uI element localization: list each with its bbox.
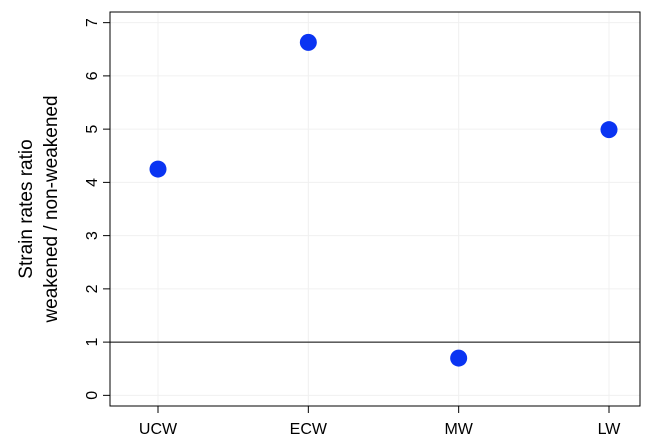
- x-tick-label: LW: [598, 421, 622, 438]
- y-axis-title-line1: Strain rates ratio: [16, 139, 37, 278]
- grid-lines: [110, 12, 640, 406]
- y-axis-title-line2: weakened / non-weakened: [41, 95, 62, 323]
- y-tick-label: 7: [84, 18, 101, 27]
- x-tick-label: MW: [444, 421, 473, 438]
- y-tick-label: 2: [84, 284, 101, 293]
- x-axis-ticks: UCW ECW MW LW: [139, 406, 621, 438]
- data-point-lw: [600, 121, 618, 139]
- y-tick-label: 4: [84, 178, 101, 187]
- y-tick-label: 5: [84, 125, 101, 134]
- data-points: [149, 33, 618, 367]
- plot-frame: [109, 11, 641, 407]
- y-tick-label: 0: [84, 391, 101, 400]
- x-tick-label: ECW: [290, 421, 328, 438]
- y-tick-label: 3: [84, 231, 101, 240]
- y-tick-label: 1: [84, 338, 101, 347]
- y-tick-label: 6: [84, 71, 101, 80]
- y-axis-title: Strain rates ratio weakened / non-weaken…: [16, 95, 62, 323]
- data-point-ecw: [299, 33, 317, 51]
- y-axis-ticks: 0 1 2 3 4 5 6 7: [84, 18, 110, 400]
- data-point-ucw: [149, 160, 167, 178]
- x-tick-label: UCW: [139, 421, 178, 438]
- data-point-mw: [450, 349, 468, 367]
